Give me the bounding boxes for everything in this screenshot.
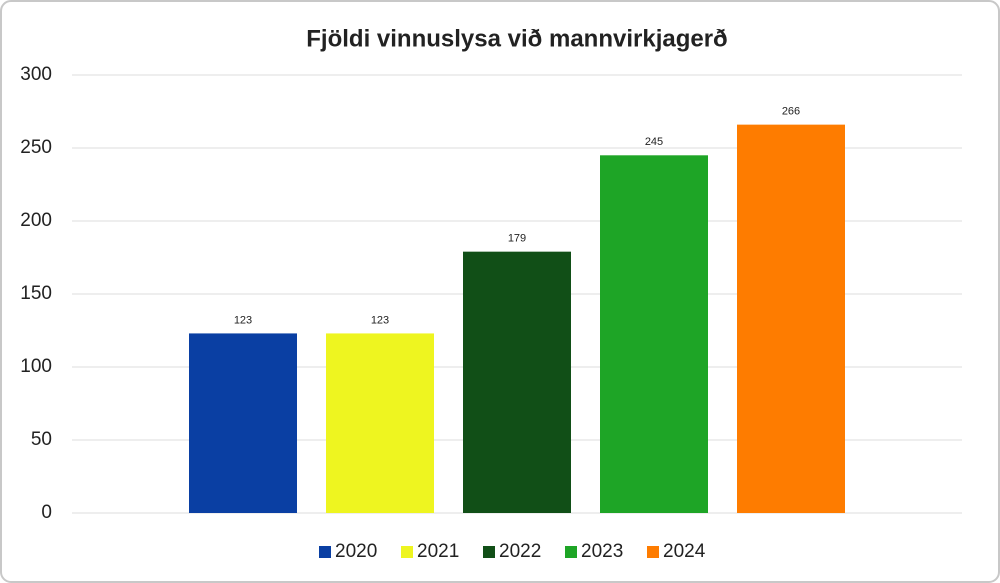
y-tick-label: 250 [20, 137, 52, 158]
y-tick-label: 300 [20, 64, 52, 85]
y-tick-label: 200 [20, 210, 52, 231]
legend-label: 2022 [499, 541, 541, 562]
bar [600, 155, 708, 514]
legend-swatch [565, 546, 577, 558]
legend-label: 2020 [335, 541, 377, 562]
legend-label: 2021 [417, 541, 459, 562]
bar [463, 251, 571, 513]
y-tick-label: 0 [41, 502, 52, 523]
legend-label: 2024 [663, 541, 706, 562]
legend-swatch [319, 546, 331, 558]
legend-swatch [401, 546, 413, 558]
legend-swatch [483, 546, 495, 558]
bar [737, 124, 845, 513]
value-label: 245 [645, 136, 663, 148]
value-label: 179 [508, 233, 526, 245]
bar [326, 333, 434, 513]
y-tick-label: 150 [20, 283, 52, 304]
legend-label: 2023 [581, 541, 623, 562]
y-tick-label: 50 [31, 429, 52, 450]
bar [189, 333, 297, 513]
value-label: 266 [782, 106, 800, 118]
y-tick-label: 100 [20, 356, 52, 377]
value-label: 123 [371, 314, 389, 326]
value-label: 123 [234, 314, 252, 326]
chart-title: Fjöldi vinnuslysa við mannvirkjagerð [306, 25, 727, 52]
legend-swatch [647, 546, 659, 558]
